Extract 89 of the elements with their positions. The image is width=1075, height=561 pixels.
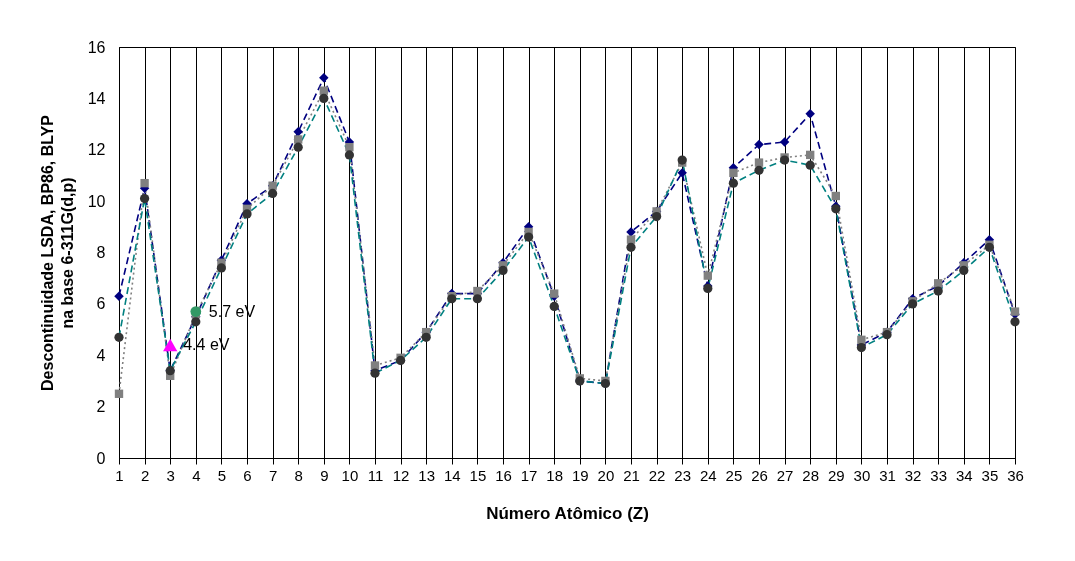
x-tick-label: 8: [294, 466, 303, 484]
x-tick-label: 7: [268, 466, 278, 484]
x-tick-label: 27: [776, 466, 794, 484]
point: [728, 178, 739, 188]
point: [959, 265, 969, 276]
point: [805, 160, 815, 170]
x-tick-label: 29: [827, 466, 845, 484]
point: [754, 158, 764, 167]
y-tick-label: 16: [87, 38, 106, 56]
y-tick-label: 10: [87, 192, 106, 210]
y-tick-label: 12: [87, 141, 106, 159]
point: [472, 294, 483, 304]
x-tick-label: 22: [648, 466, 666, 484]
x-tick-label: 33: [930, 466, 948, 484]
y-tick-label: 8: [96, 244, 106, 261]
point: [779, 137, 790, 147]
point: [139, 193, 150, 204]
point: [421, 332, 431, 342]
point: [651, 211, 662, 222]
point: [140, 178, 149, 188]
x-tick-label: 13: [418, 466, 436, 484]
x-tick-label: 1: [115, 466, 124, 484]
x-tick-label: 31: [879, 466, 896, 484]
point: [831, 191, 840, 201]
y-tick-label: 0: [96, 449, 106, 467]
point: [114, 332, 124, 342]
point: [319, 73, 329, 83]
y-tick-label: 14: [87, 89, 106, 107]
x-tick-label: 19: [571, 466, 589, 484]
point: [703, 271, 712, 280]
x-tick-label: 34: [955, 466, 973, 484]
point: [498, 265, 508, 276]
point: [933, 286, 943, 296]
point: [163, 338, 178, 352]
x-tick-label: 11: [367, 466, 384, 484]
y-axis-title: Descontinuidade LSDA, BP86, BLYP na base 6-311G(d,p): [38, 114, 76, 391]
x-tick-label: 16: [495, 466, 512, 484]
x-tick-label: 26: [751, 466, 768, 484]
point: [729, 168, 738, 178]
x-tick-label: 6: [243, 466, 252, 484]
x-tick-label: 5: [217, 466, 227, 484]
point: [293, 127, 303, 137]
x-tick-label: 15: [469, 466, 487, 484]
x-tick-label: 36: [1007, 466, 1024, 484]
x-tick-label: 4: [192, 466, 201, 484]
y-tick-label: 4: [96, 346, 106, 364]
y-tick-label: 2: [96, 398, 106, 416]
point: [549, 301, 559, 312]
x-tick-label: 9: [320, 466, 329, 484]
x-tick-label: 17: [520, 466, 538, 484]
point: [806, 150, 815, 160]
x-axis-title: Número Atômico (Z): [486, 503, 649, 523]
point: [805, 109, 815, 119]
point: [1010, 317, 1020, 327]
point: [114, 389, 124, 398]
x-tick-label: 28: [802, 466, 820, 484]
x-tick-label: 30: [853, 466, 871, 484]
point: [216, 263, 227, 273]
point: [857, 335, 866, 345]
x-tick-label: 12: [392, 466, 410, 484]
point: [677, 168, 687, 178]
point: [294, 135, 303, 144]
x-tick-label: 35: [981, 466, 999, 484]
x-tick-label: 23: [674, 466, 692, 484]
point: [626, 235, 636, 244]
x-tick-label: 18: [546, 466, 564, 484]
point: [345, 143, 354, 152]
point: [344, 150, 355, 160]
x-tick-label: 3: [166, 466, 175, 484]
x-tick-label: 21: [623, 466, 640, 484]
point: [319, 86, 328, 95]
point: [754, 165, 764, 175]
point: [626, 242, 636, 252]
point: [754, 139, 764, 150]
point: [370, 361, 380, 370]
y-tick-label: 6: [96, 295, 106, 313]
point: [293, 142, 303, 152]
point: [191, 317, 201, 327]
x-tick-label: 32: [904, 466, 922, 484]
x-tick-label: 14: [443, 466, 461, 484]
x-tick-label: 10: [341, 466, 359, 484]
x-tick-label: 24: [699, 466, 717, 484]
x-tick-label: 2: [140, 466, 150, 484]
point: [242, 209, 252, 219]
x-tick-label: 20: [597, 466, 615, 484]
point: [319, 93, 329, 103]
x-tick-label: 25: [725, 466, 743, 484]
point: [523, 232, 534, 242]
point: [267, 188, 278, 199]
